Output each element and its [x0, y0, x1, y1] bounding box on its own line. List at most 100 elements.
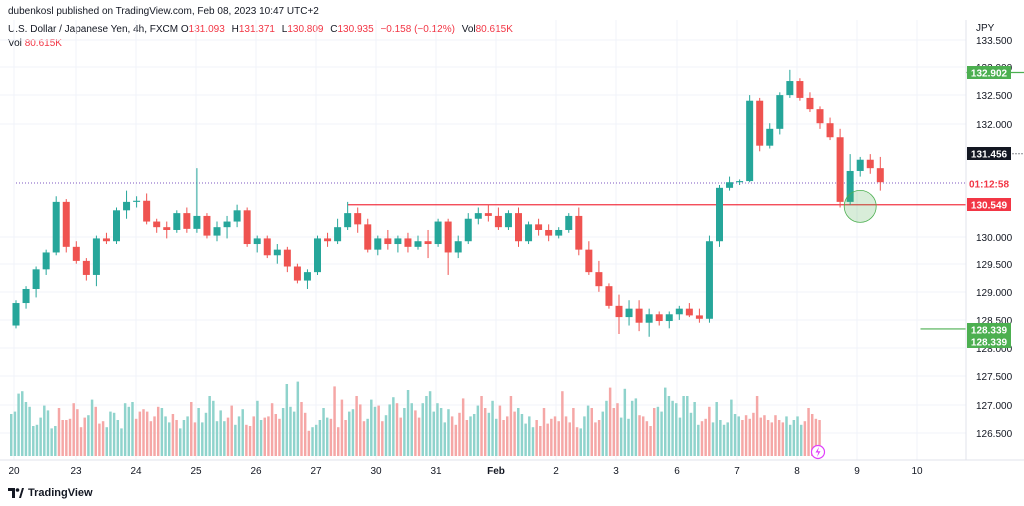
- time-tick-label: 24: [130, 466, 142, 477]
- candle-body: [464, 218, 472, 242]
- volume-bar: [197, 408, 200, 456]
- volume-bar: [388, 404, 391, 456]
- candle-body: [92, 238, 100, 275]
- volume-bar: [652, 408, 656, 456]
- candle-body: [143, 200, 151, 222]
- price-tick-label: 133.500: [976, 36, 1013, 47]
- time-tick-label: 2: [553, 466, 559, 477]
- volume-bar: [289, 406, 292, 456]
- volume-bar: [348, 411, 351, 456]
- volume-bar: [693, 402, 696, 456]
- volume-bar: [476, 405, 480, 456]
- candle-body: [605, 286, 613, 306]
- volume-bar: [682, 396, 685, 456]
- candle-body: [876, 168, 884, 183]
- candle-body: [856, 159, 864, 171]
- volume-bar: [373, 406, 377, 456]
- candle-body: [846, 170, 854, 202]
- volume-bar: [406, 390, 410, 456]
- candle-body: [303, 272, 311, 281]
- volume-bar: [517, 408, 520, 456]
- volume-bar: [421, 403, 424, 456]
- published-line: dubenkosl published on TradingView.com, …: [8, 6, 319, 17]
- volume-row-label: Vol: [8, 38, 22, 49]
- price-tag-bg: [967, 147, 1011, 160]
- volume-bar: [458, 412, 461, 456]
- volume-bar: [660, 411, 663, 456]
- candle-body: [243, 210, 251, 245]
- volume-bar: [752, 412, 755, 456]
- candles: [12, 69, 884, 337]
- volume-bar: [689, 412, 693, 456]
- candle-body: [253, 238, 261, 245]
- volume-bar: [436, 403, 439, 456]
- volume-bar: [719, 420, 722, 456]
- volume-bar: [186, 416, 189, 456]
- volume-bar: [201, 422, 204, 456]
- volume-bar: [35, 424, 39, 456]
- volume-bar: [469, 416, 472, 456]
- volume-bar: [770, 422, 774, 456]
- volume-bar: [142, 409, 145, 456]
- volume-bar: [498, 405, 502, 456]
- volume-bar: [226, 417, 230, 456]
- volume-bar: [616, 403, 619, 456]
- volume-bar: [803, 421, 807, 456]
- volume-bar: [223, 421, 226, 456]
- volume-bar: [359, 404, 362, 456]
- volume-bar: [329, 418, 333, 456]
- candle-body: [796, 81, 804, 98]
- candle-body: [695, 315, 703, 319]
- candle-body: [525, 224, 533, 242]
- volume-bar: [730, 399, 733, 456]
- change-value: −0.158 (−0.12%): [380, 24, 455, 35]
- candle-body: [414, 241, 422, 247]
- volume-bar: [285, 384, 289, 456]
- volume-bar: [219, 410, 222, 456]
- candle-body: [213, 227, 221, 236]
- volume-bar: [524, 423, 527, 456]
- candle-body: [223, 221, 231, 228]
- price-tick-label: 130.000: [976, 233, 1013, 244]
- volume-bar: [112, 412, 116, 456]
- time-tick-label: 27: [310, 466, 322, 477]
- tradingview-logo[interactable]: TradingView: [8, 487, 93, 499]
- candle-body: [173, 213, 181, 230]
- volume-label: Vol: [461, 24, 476, 35]
- volume-bar: [65, 420, 68, 456]
- volume-bar: [634, 398, 638, 456]
- volume-bar: [410, 403, 413, 456]
- volume-bar: [381, 421, 384, 456]
- volume-bar: [300, 402, 303, 456]
- candle-body: [273, 249, 281, 256]
- candle-body: [22, 288, 30, 304]
- candle-body: [575, 215, 583, 250]
- alert-icon[interactable]: [810, 444, 826, 460]
- volume-bar: [461, 398, 465, 456]
- candle-body: [233, 210, 241, 222]
- volume-bar: [568, 422, 571, 456]
- volume-bar: [818, 420, 821, 456]
- brand-name: TradingView: [28, 487, 93, 499]
- volume-bar: [377, 405, 380, 456]
- volume-bar: [814, 418, 818, 456]
- volume-bar: [366, 418, 369, 456]
- volume-bar: [278, 418, 281, 456]
- volume-bar: [575, 427, 579, 456]
- candle-body: [545, 229, 553, 236]
- high-value: 131.371: [238, 24, 275, 35]
- volume-bar: [583, 416, 586, 456]
- candle-body: [263, 238, 271, 256]
- low-label: L: [281, 24, 288, 35]
- volume-bar: [318, 420, 322, 456]
- candle-body: [183, 213, 191, 229]
- volume-bar: [314, 424, 318, 456]
- candle-body: [314, 238, 321, 273]
- candle-body: [102, 238, 110, 242]
- volume-bar: [303, 412, 307, 456]
- candle-body: [444, 221, 452, 253]
- volume-bar: [645, 421, 649, 456]
- volume-bar: [340, 399, 344, 456]
- volume-bar: [153, 416, 156, 456]
